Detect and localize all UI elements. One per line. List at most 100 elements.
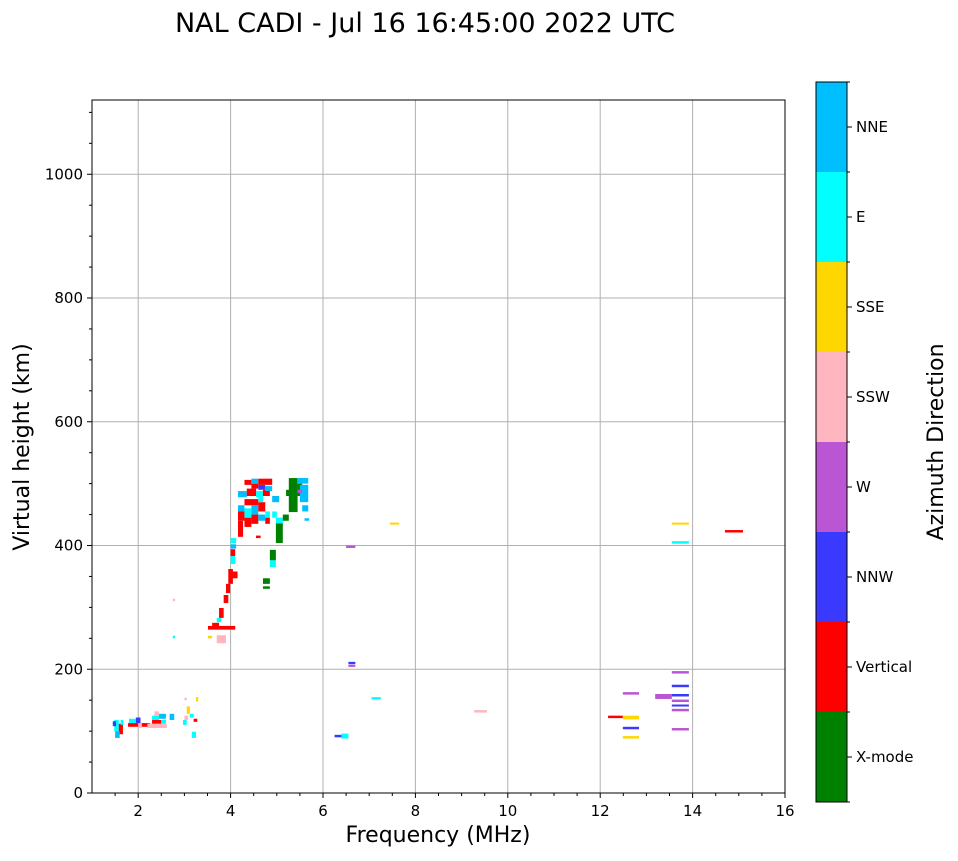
echo-ssw	[172, 598, 176, 602]
y-tick-label: 1000	[45, 165, 83, 183]
echo-ssw	[147, 723, 167, 729]
y-tick-label: 200	[54, 660, 83, 678]
echo-nne	[299, 484, 309, 503]
echo-e	[216, 617, 222, 623]
echo-x-mode	[275, 523, 283, 544]
y-tick-label: 600	[54, 413, 83, 431]
echo-x-mode	[262, 578, 270, 584]
echo-w	[655, 694, 672, 699]
colorbar-swatch-w	[816, 442, 847, 532]
colorbar-swatch-e	[816, 172, 847, 262]
colorbar-tick-label: SSW	[856, 388, 890, 406]
echo-w	[671, 708, 689, 712]
echo-nnw	[622, 726, 640, 730]
echo-x-mode	[262, 586, 270, 589]
echo-nne	[115, 731, 120, 738]
echo-e	[671, 541, 689, 544]
echo-w	[671, 728, 689, 731]
echo-nne	[237, 505, 245, 512]
echo-ssw	[474, 710, 488, 713]
echo-w	[671, 699, 689, 703]
echo-x-mode	[286, 489, 291, 496]
echo-e	[258, 496, 263, 503]
colorbar-swatch-vertical	[816, 622, 847, 712]
echo-e	[341, 733, 349, 739]
echo-e	[161, 719, 166, 724]
echo-vertical	[219, 607, 224, 618]
colorbar-tick-label: Vertical	[856, 658, 912, 676]
echo-nne	[272, 496, 280, 503]
echo-vertical	[225, 583, 231, 594]
colorbar-swatch-nne	[816, 82, 847, 172]
echo-ssw	[154, 711, 159, 716]
echo-nne	[265, 486, 273, 492]
echo-sse	[622, 715, 640, 720]
colorbar-frame	[815, 81, 848, 803]
echo-e	[152, 715, 159, 720]
echo-vertical	[193, 718, 198, 722]
echo-e	[230, 556, 236, 565]
echo-e	[120, 719, 124, 725]
echo-sse	[195, 697, 199, 702]
x-tick-label: 6	[318, 802, 328, 820]
echo-vertical	[228, 569, 233, 584]
echo-vertical	[244, 517, 252, 527]
echo-nnw	[671, 694, 689, 697]
echo-x-mode	[282, 514, 289, 521]
echo-nne	[158, 713, 166, 719]
echo-e	[272, 511, 277, 518]
colorbar-tick-label: X-mode	[856, 748, 913, 766]
chart-title: NAL CADI - Jul 16 16:45:00 2022 UTC	[175, 8, 675, 39]
x-tick-label: 16	[775, 802, 794, 820]
colorbar-tick-label: NNW	[856, 568, 893, 586]
echo-e	[275, 517, 283, 524]
echo-vertical	[258, 502, 266, 512]
echo-sse	[389, 522, 400, 525]
echo-vertical	[223, 595, 229, 604]
echo-vertical	[230, 571, 238, 579]
echo-sse	[671, 522, 689, 525]
echo-x-mode	[269, 549, 276, 561]
echo-e	[183, 719, 187, 725]
echo-vertical	[258, 478, 273, 485]
echo-e	[230, 538, 237, 544]
x-tick-label: 2	[133, 802, 143, 820]
gridlines	[92, 100, 785, 793]
echo-vertical	[212, 622, 220, 628]
echo-vertical	[256, 535, 261, 539]
echo-ssw	[184, 697, 187, 701]
plot-frame	[91, 99, 786, 794]
echo-x-mode	[288, 478, 298, 513]
echo-vertical	[262, 489, 270, 496]
x-tick-label: 10	[498, 802, 517, 820]
echo-vertical	[152, 719, 162, 724]
echo-nne	[258, 514, 266, 521]
echo-vertical	[265, 517, 270, 524]
echo-w	[297, 489, 303, 493]
echo-vertical	[237, 511, 245, 521]
echo-vertical	[207, 625, 236, 630]
echo-e	[244, 508, 252, 518]
echo-nne	[304, 518, 310, 521]
colorbar: X-mode Vertical NNW W SSW SSE E NNE	[815, 81, 913, 803]
echo-vertical	[244, 499, 259, 506]
y-tick-label: 0	[73, 784, 83, 802]
echo-vertical	[251, 514, 259, 524]
echo-vertical	[724, 530, 743, 533]
echo-nnw	[671, 684, 689, 688]
echo-nnw	[112, 721, 117, 727]
y-tick-label: 800	[54, 289, 83, 307]
echo-nne	[251, 505, 259, 515]
axes: 2 4 6 8 10 12 14 16 0 200 400 600 800 1000	[45, 111, 795, 820]
echo-vertical	[608, 715, 623, 719]
echo-nne	[237, 491, 247, 498]
colorbar-swatch-nnw	[816, 532, 847, 622]
echo-nne	[230, 544, 237, 549]
echo-vertical	[251, 483, 259, 489]
echo-e	[172, 635, 176, 639]
x-tick-label: 8	[411, 802, 421, 820]
echo-ssw	[216, 635, 226, 644]
echo-nnw	[135, 717, 141, 724]
echo-nne	[169, 713, 175, 720]
